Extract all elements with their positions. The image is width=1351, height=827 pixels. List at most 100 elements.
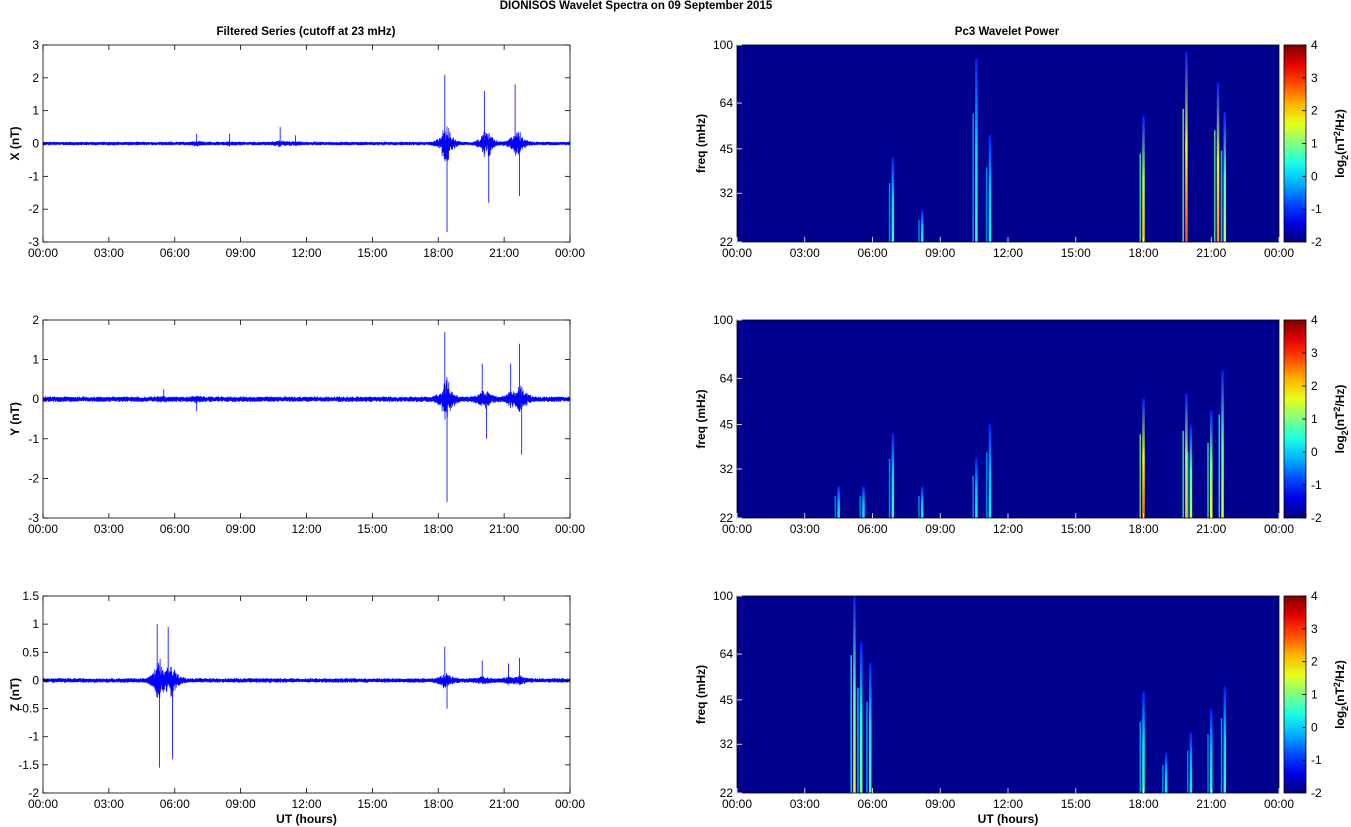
colorbar-tick-label: 3 [1311,622,1318,636]
power-streak [918,220,920,242]
colorbar-tick-label: -2 [1311,511,1322,525]
power-streak [853,596,856,793]
power-streak [972,475,974,518]
series-trace-x [42,126,571,162]
x-tick-label: 18:00 [423,246,453,260]
plot-area [43,596,570,793]
colorbar-tick-label: 3 [1311,346,1318,360]
power-streak [972,113,974,242]
power-streak [888,458,891,518]
x-tick-label: 12:00 [291,797,321,811]
x-tick-label: 18:00 [423,797,453,811]
power-streak [1207,734,1209,793]
y-tick-label: 1.5 [22,589,39,603]
power-streak [1162,764,1164,793]
x-tick-label: 21:00 [1196,522,1226,536]
x-tick-label: 00:00 [555,246,585,260]
left-column-title: Filtered Series (cutoff at 23 mHz) [217,26,396,38]
power-streak [1185,51,1188,243]
y-tick-label: 45 [720,142,734,156]
x-tick-label: 06:00 [857,246,887,260]
power-streak [985,167,988,242]
y-tick-label: 3 [32,38,39,52]
x-tick-label: 15:00 [357,797,387,811]
x-tick-label: 21:00 [489,797,519,811]
y-tick-label: 45 [720,417,734,431]
x-tick-label: 21:00 [1196,246,1226,260]
colorbar-tick-label: -2 [1311,786,1322,800]
x-tick-label: 21:00 [489,246,519,260]
power-streak [920,210,924,242]
plot-area [43,320,570,518]
x-tick-label: 21:00 [489,522,519,536]
colorbar-tick-label: 0 [1311,445,1318,459]
power-streak [988,135,992,242]
y-tick-label: -2 [28,202,39,216]
power-streak [975,58,978,242]
x-tick-label: 00:00 [722,797,752,811]
power-streak [985,452,988,518]
y-tick-label: 64 [720,96,734,110]
figure-suptitle: DIONISOS Wavelet Spectra on 09 September… [500,0,773,12]
colorbar-tick-label: 0 [1311,169,1318,183]
x-tick-label: 06:00 [857,797,887,811]
y-tick-label: 1 [32,617,39,631]
power-streak [1142,398,1145,518]
power-streak [1214,130,1216,242]
x-tick-label: 03:00 [94,246,124,260]
line-panel-x: -3 -2 -1 0 1 2 3 00:00 03:00 06:00 09:00 12:00 15:00… [8,38,585,260]
x-tick-label: 09:00 [226,797,256,811]
x-tick-label: 06:00 [160,522,190,536]
x-tick-label: 09:00 [226,246,256,260]
line-panel-z: -2 -1.5 -1 -0.5 0 0.5 1 1.5 00:00 03:00 06:00 09:00… [8,589,585,826]
x-tick-label: 00:00 [28,246,58,260]
y-tick-label: -0.5 [18,702,39,716]
y-tick-label: -2 [28,786,39,800]
power-streak [1142,691,1145,793]
power-streak [920,486,924,518]
x-tick-label: 21:00 [1196,797,1226,811]
power-streak [1220,150,1223,242]
x-tick-label: 09:00 [925,246,955,260]
y-tick-label: 1 [32,104,39,118]
x-tick-label: 18:00 [423,522,453,536]
y-tick-label: 100 [713,38,733,52]
y-tick-label: 100 [713,589,733,603]
x-tick-label: 00:00 [722,246,752,260]
power-streak [891,433,895,518]
x-tick-label: 15:00 [357,522,387,536]
power-streak [1218,414,1221,518]
y-tick-label: 1 [32,353,39,367]
colorbar-tick-label: 1 [1311,137,1318,151]
x-tick-label: 18:00 [1128,246,1158,260]
y-tick-label: -1 [28,432,39,446]
y-axis-label: X (nT) [8,127,22,161]
y-tick-label: -2 [28,471,39,485]
power-streak [1186,452,1189,518]
y-tick-label: 0 [32,673,39,687]
y-tick-label: -1 [28,730,39,744]
power-streak [1142,115,1145,242]
power-streak [1216,82,1220,242]
x-axis-label: UT (hours) [978,812,1039,826]
power-streak [1210,708,1213,793]
power-streak [1182,108,1184,242]
colorbar-tick-label: 1 [1311,688,1318,702]
x-tick-label: 00:00 [555,797,585,811]
colorbar-tick-label: -2 [1311,235,1322,249]
y-tick-label: 2 [32,313,39,327]
power-streak [1223,111,1227,242]
power-streak [1182,430,1184,518]
power-streak [862,486,865,518]
power-streak [1221,370,1224,518]
x-tick-label: 12:00 [993,522,1023,536]
x-tick-label: 03:00 [94,797,124,811]
x-tick-label: 03:00 [790,797,820,811]
power-streak [850,655,852,793]
colorbar-tick-label: 4 [1311,589,1318,603]
y-tick-label: 32 [720,737,734,751]
y-tick-label: 64 [720,371,734,385]
